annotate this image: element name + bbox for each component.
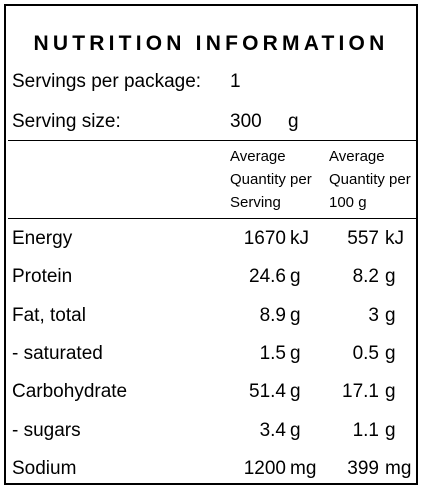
servings-per-package-label: Servings per package: xyxy=(12,71,202,92)
per-serving-value: 3.4 xyxy=(259,420,286,441)
per-100g-value: 3 xyxy=(368,305,379,326)
serving-size-unit: g xyxy=(288,111,299,132)
columns-divider xyxy=(8,218,416,219)
per-serving-unit: g xyxy=(290,305,301,326)
per-100g-header-line-1: Average xyxy=(329,148,385,165)
per-serving-unit: mg xyxy=(290,458,317,479)
per-serving-unit: g xyxy=(290,381,301,402)
nutrition-panel: NUTRITION INFORMATION Servings per packa… xyxy=(4,4,418,485)
per-100g-value: 557 xyxy=(347,228,379,249)
per-serving-unit: g xyxy=(290,343,301,364)
per-100g-unit: g xyxy=(385,420,396,441)
per-100g-header-line-2: Quantity per xyxy=(329,171,411,188)
per-serving-unit: g xyxy=(290,420,301,441)
per-100g-unit: kJ xyxy=(385,228,404,249)
per-100g-unit: mg xyxy=(385,458,412,479)
per-100g-header-line-3: 100 g xyxy=(329,194,367,211)
nutrient-name: - sugars xyxy=(12,420,81,441)
header-divider xyxy=(8,140,416,141)
nutrient-name: Carbohydrate xyxy=(12,381,128,402)
per-100g-unit: g xyxy=(385,381,396,402)
nutrient-name: Fat, total xyxy=(12,305,86,326)
per-100g-unit: g xyxy=(385,266,396,287)
nutrient-name: Sodium xyxy=(12,458,77,479)
per-serving-header-line-2: Quantity per xyxy=(230,171,312,188)
nutrient-name: - saturated xyxy=(12,343,103,364)
per-serving-value: 1200 xyxy=(243,458,286,479)
per-100g-value: 399 xyxy=(347,458,379,479)
per-serving-value: 1670 xyxy=(243,228,286,249)
per-serving-header-line-3: Serving xyxy=(230,194,281,211)
serving-size-label: Serving size: xyxy=(12,111,121,132)
per-serving-header-line-1: Average xyxy=(230,148,286,165)
per-serving-value: 51.4 xyxy=(249,381,286,402)
per-serving-unit: g xyxy=(290,266,301,287)
per-serving-value: 8.9 xyxy=(259,305,286,326)
per-100g-value: 0.5 xyxy=(352,343,379,364)
nutrient-name: Protein xyxy=(12,266,73,287)
serving-size-value: 300 xyxy=(230,111,262,132)
panel-title: NUTRITION INFORMATION xyxy=(33,32,389,55)
per-100g-unit: g xyxy=(385,343,396,364)
per-100g-unit: g xyxy=(385,305,396,326)
per-100g-value: 1.1 xyxy=(352,420,379,441)
per-serving-unit: kJ xyxy=(290,228,309,249)
nutrient-name: Energy xyxy=(12,228,73,249)
per-100g-value: 17.1 xyxy=(342,381,379,402)
servings-per-package-value: 1 xyxy=(230,71,241,92)
per-serving-value: 24.6 xyxy=(249,266,286,287)
per-serving-value: 1.5 xyxy=(259,343,286,364)
per-100g-value: 8.2 xyxy=(352,266,379,287)
